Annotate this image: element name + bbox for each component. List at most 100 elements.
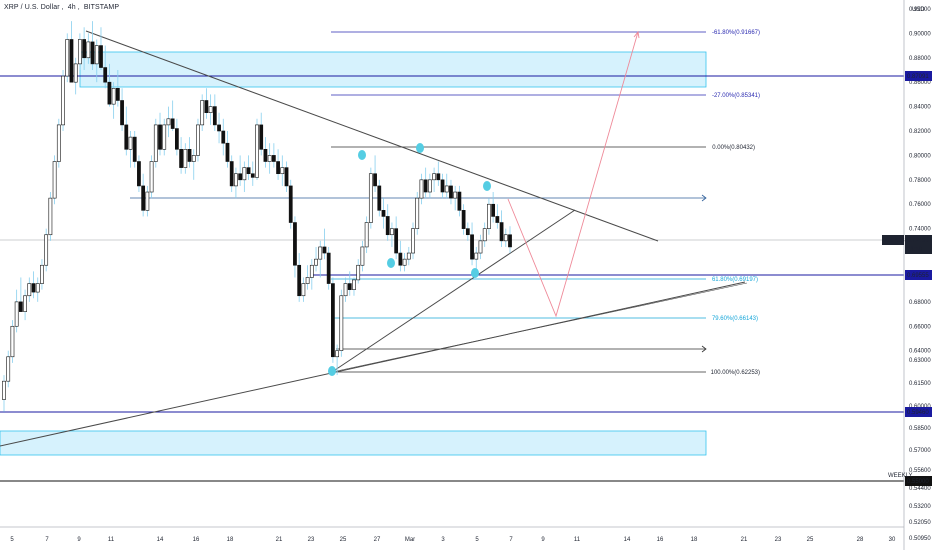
candle-down [385,216,390,236]
candle-up [352,279,356,290]
candle-down [470,234,474,260]
price-badge-countdown: 23:18 [905,244,932,254]
candle-up [280,167,285,175]
candle-up [474,252,479,260]
candle-down [423,179,428,193]
candle-up [402,258,407,266]
price-badge-xrpusd-last: XRPUSD [882,235,910,245]
time-tick-label: 16 [193,537,200,543]
candle-down [82,39,86,59]
pivot-marker [416,143,424,153]
time-axis[interactable]: 5 7 9 11 14 16 18 21 23 25 27 Mar 3 5 7 9 11 14 16 18 21 23 25… [10,537,896,543]
price-tick-label: 0.55600 [909,468,931,474]
candle-up [94,45,99,65]
candle-up [128,136,133,150]
supply-zone [79,51,707,88]
interval-label: 4h [67,4,76,11]
candle-up [453,191,458,199]
candle-down [331,283,335,358]
candle-up [309,264,314,278]
candle-up [86,41,91,59]
candle-down [120,100,124,126]
time-tick-label: 7 [45,537,49,543]
candle-down [175,128,179,150]
candle-up [415,197,420,229]
candle-down [373,173,377,187]
price-tick-label: 0.54400 [909,486,931,492]
time-tick-label: 18 [227,537,234,543]
candle-up [23,295,27,312]
candle-up [162,124,167,150]
candle-up [314,258,318,266]
fib-label-0: 0.00%(0.80432) [712,145,755,151]
candle-up [364,222,369,248]
candle-down [90,41,95,65]
candle-down [508,234,512,248]
candle-down [326,252,331,284]
time-tick-label: 7 [509,537,513,543]
candle-up [428,179,432,193]
time-tick-label: 18 [691,537,698,543]
fib-label-100: 100.00%(0.62253) [711,370,760,376]
price-tick-label: 0.76000 [909,202,931,208]
ray-0.642 [336,345,707,353]
candle-up [153,124,158,162]
candle-down [259,124,264,150]
fib-label-61.8: 61.80%(0.69197) [712,277,758,283]
candle-down [276,161,280,175]
time-tick-label: 14 [157,537,164,543]
candle-up [343,283,348,297]
weekly-label: WEEKLY [888,473,913,479]
price-tick-label: 0.78000 [909,178,931,184]
svg-text:0.72493: 0.72493 [907,238,929,244]
price-tick-label: 0.90000 [909,31,931,37]
candle-down [238,173,243,181]
candle-up [149,161,154,193]
candle-down [499,222,504,242]
svg-text:0.55000: 0.55000 [907,479,929,485]
candle-down [18,301,23,312]
demand-zone [0,430,707,456]
candle-up [40,264,44,284]
price-tick-label: 0.52050 [909,520,931,526]
candle-down [107,81,112,105]
candle-up [200,100,205,126]
candle-up [65,39,70,77]
candle-down [288,185,293,223]
candle-up [390,228,394,236]
price-badge-level-0.59460: 0.59460 [905,407,932,417]
candle-down [158,124,162,150]
price-tick-label: 0.82000 [909,129,931,135]
candle-up [145,191,150,211]
candle-down [398,252,403,266]
candle-down [31,283,36,293]
candle-up [478,240,483,254]
candle-up [360,246,365,266]
price-badge-level-0.87091: 0.87091 [905,71,932,81]
candle-down [293,222,297,266]
candle-down [495,216,500,223]
time-tick-label: 21 [741,537,748,543]
time-tick-label: 27 [374,537,381,543]
projection-path [507,30,640,318]
candle-up [191,155,196,162]
candle-up [305,277,310,284]
candle-down [204,100,209,113]
candle-down [103,67,108,83]
pivot-marker [387,258,395,268]
time-tick-label: Mar [405,537,415,543]
pivot-marker [471,268,479,278]
candlestick-series [2,21,512,412]
price-badge-level-0.55000: 0.55000 [905,476,932,486]
candle-down [187,149,192,162]
pivot-markers [328,143,491,376]
pivot-marker [328,366,336,376]
svg-text:23:18: 23:18 [907,247,923,253]
candle-up [48,197,53,236]
price-tick-label: 0.92000 [909,7,931,13]
candle-up [35,283,40,293]
price-badge-level-0.69555: 0.69555 [905,270,932,280]
time-tick-label: 16 [657,537,664,543]
candle-up [196,124,200,156]
